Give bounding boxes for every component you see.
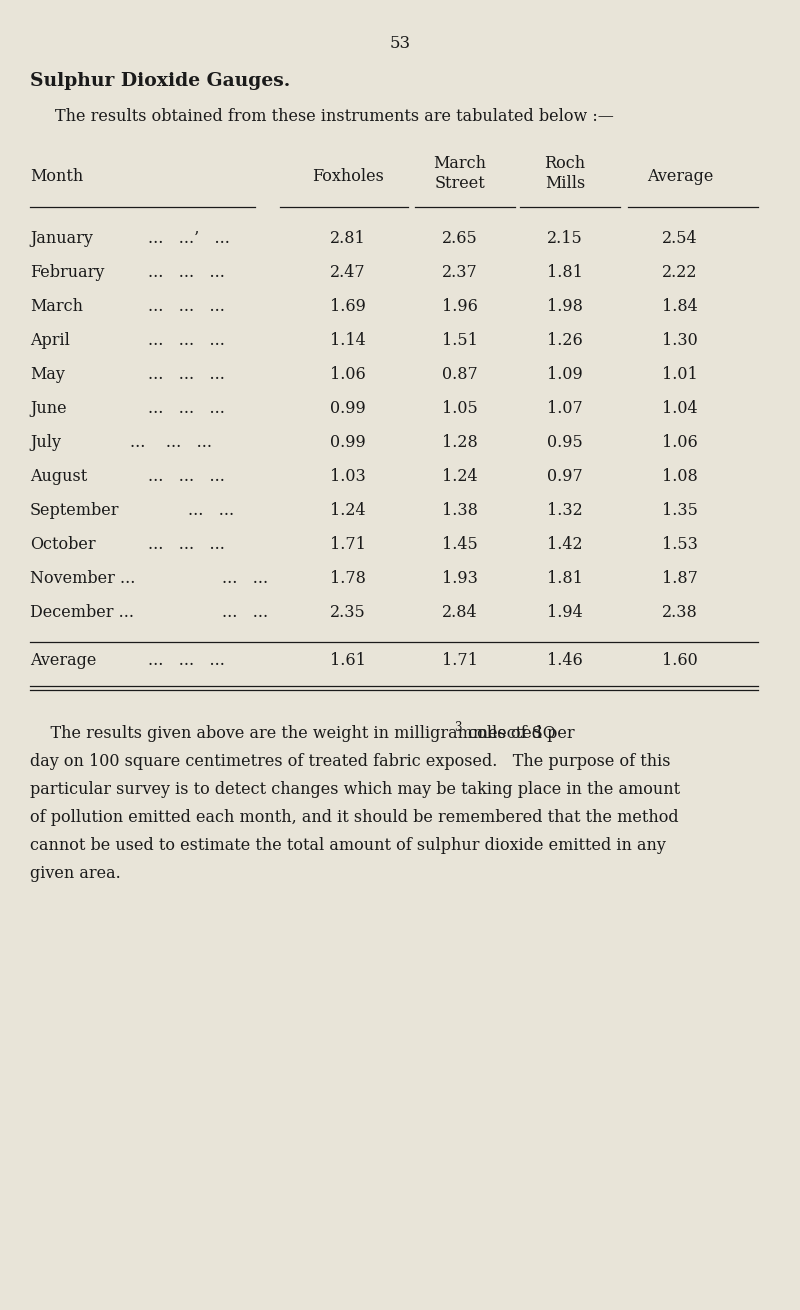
Text: day on 100 square centimetres of treated fabric exposed.   The purpose of this: day on 100 square centimetres of treated… bbox=[30, 753, 670, 770]
Text: 1.35: 1.35 bbox=[662, 502, 698, 519]
Text: ...   ...: ... ... bbox=[188, 502, 234, 519]
Text: 1.05: 1.05 bbox=[442, 400, 478, 417]
Text: 1.24: 1.24 bbox=[330, 502, 366, 519]
Text: particular survey is to detect changes which may be taking place in the amount: particular survey is to detect changes w… bbox=[30, 781, 680, 798]
Text: December ...: December ... bbox=[30, 604, 134, 621]
Text: 1.93: 1.93 bbox=[442, 570, 478, 587]
Text: ...   ...   ...: ... ... ... bbox=[148, 365, 225, 383]
Text: 1.94: 1.94 bbox=[547, 604, 583, 621]
Text: 3: 3 bbox=[454, 721, 461, 734]
Text: 1.81: 1.81 bbox=[547, 570, 583, 587]
Text: 1.01: 1.01 bbox=[662, 365, 698, 383]
Text: 2.22: 2.22 bbox=[662, 265, 698, 282]
Text: ...   ...   ...: ... ... ... bbox=[148, 297, 225, 314]
Text: 0.99: 0.99 bbox=[330, 434, 366, 451]
Text: January: January bbox=[30, 231, 93, 248]
Text: March: March bbox=[30, 297, 83, 314]
Text: 53: 53 bbox=[390, 35, 410, 52]
Text: 1.71: 1.71 bbox=[330, 536, 366, 553]
Text: 2.47: 2.47 bbox=[330, 265, 366, 282]
Text: Month: Month bbox=[30, 168, 83, 185]
Text: 1.26: 1.26 bbox=[547, 331, 583, 348]
Text: cannot be used to estimate the total amount of sulphur dioxide emitted in any: cannot be used to estimate the total amo… bbox=[30, 837, 666, 854]
Text: 1.84: 1.84 bbox=[662, 297, 698, 314]
Text: ...   ...’   ...: ... ...’ ... bbox=[148, 231, 230, 248]
Text: 0.97: 0.97 bbox=[547, 468, 583, 485]
Text: 2.35: 2.35 bbox=[330, 604, 366, 621]
Text: Sulphur Dioxide Gauges.: Sulphur Dioxide Gauges. bbox=[30, 72, 290, 90]
Text: Mills: Mills bbox=[545, 176, 585, 193]
Text: 0.87: 0.87 bbox=[442, 365, 478, 383]
Text: 1.81: 1.81 bbox=[547, 265, 583, 282]
Text: 1.24: 1.24 bbox=[442, 468, 478, 485]
Text: 1.96: 1.96 bbox=[442, 297, 478, 314]
Text: 1.71: 1.71 bbox=[442, 652, 478, 669]
Text: ...   ...: ... ... bbox=[222, 604, 268, 621]
Text: ...   ...   ...: ... ... ... bbox=[148, 400, 225, 417]
Text: ...   ...   ...: ... ... ... bbox=[148, 331, 225, 348]
Text: Street: Street bbox=[434, 176, 486, 193]
Text: 1.06: 1.06 bbox=[662, 434, 698, 451]
Text: 0.99: 0.99 bbox=[330, 400, 366, 417]
Text: 2.65: 2.65 bbox=[442, 231, 478, 248]
Text: 1.87: 1.87 bbox=[662, 570, 698, 587]
Text: The results obtained from these instruments are tabulated below :—: The results obtained from these instrume… bbox=[55, 107, 614, 124]
Text: ...    ...   ...: ... ... ... bbox=[130, 434, 212, 451]
Text: 1.09: 1.09 bbox=[547, 365, 583, 383]
Text: October: October bbox=[30, 536, 96, 553]
Text: 1.69: 1.69 bbox=[330, 297, 366, 314]
Text: collected per: collected per bbox=[462, 724, 574, 741]
Text: 1.03: 1.03 bbox=[330, 468, 366, 485]
Text: of pollution emitted each month, and it should be remembered that the method: of pollution emitted each month, and it … bbox=[30, 810, 678, 827]
Text: 1.46: 1.46 bbox=[547, 652, 583, 669]
Text: June: June bbox=[30, 400, 66, 417]
Text: September: September bbox=[30, 502, 119, 519]
Text: ...   ...   ...: ... ... ... bbox=[148, 265, 225, 282]
Text: 1.60: 1.60 bbox=[662, 652, 698, 669]
Text: April: April bbox=[30, 331, 70, 348]
Text: 1.06: 1.06 bbox=[330, 365, 366, 383]
Text: August: August bbox=[30, 468, 87, 485]
Text: May: May bbox=[30, 365, 65, 383]
Text: 1.42: 1.42 bbox=[547, 536, 583, 553]
Text: July: July bbox=[30, 434, 61, 451]
Text: 1.98: 1.98 bbox=[547, 297, 583, 314]
Text: Average: Average bbox=[30, 652, 96, 669]
Text: 1.28: 1.28 bbox=[442, 434, 478, 451]
Text: 1.30: 1.30 bbox=[662, 331, 698, 348]
Text: 1.07: 1.07 bbox=[547, 400, 583, 417]
Text: 1.38: 1.38 bbox=[442, 502, 478, 519]
Text: given area.: given area. bbox=[30, 865, 121, 882]
Text: 2.15: 2.15 bbox=[547, 231, 583, 248]
Text: 2.54: 2.54 bbox=[662, 231, 698, 248]
Text: 1.04: 1.04 bbox=[662, 400, 698, 417]
Text: 1.78: 1.78 bbox=[330, 570, 366, 587]
Text: 2.81: 2.81 bbox=[330, 231, 366, 248]
Text: 1.53: 1.53 bbox=[662, 536, 698, 553]
Text: ...   ...   ...: ... ... ... bbox=[148, 652, 225, 669]
Text: February: February bbox=[30, 265, 104, 282]
Text: Foxholes: Foxholes bbox=[312, 168, 384, 185]
Text: ...   ...   ...: ... ... ... bbox=[148, 468, 225, 485]
Text: Roch: Roch bbox=[545, 155, 586, 172]
Text: ...   ...: ... ... bbox=[222, 570, 268, 587]
Text: The results given above are the weight in milligrammes of SO: The results given above are the weight i… bbox=[30, 724, 556, 741]
Text: 1.32: 1.32 bbox=[547, 502, 583, 519]
Text: 2.38: 2.38 bbox=[662, 604, 698, 621]
Text: 1.51: 1.51 bbox=[442, 331, 478, 348]
Text: Average: Average bbox=[647, 168, 713, 185]
Text: ...   ...   ...: ... ... ... bbox=[148, 536, 225, 553]
Text: 2.84: 2.84 bbox=[442, 604, 478, 621]
Text: 0.95: 0.95 bbox=[547, 434, 583, 451]
Text: 1.45: 1.45 bbox=[442, 536, 478, 553]
Text: 2.37: 2.37 bbox=[442, 265, 478, 282]
Text: March: March bbox=[434, 155, 486, 172]
Text: November ...: November ... bbox=[30, 570, 135, 587]
Text: 1.08: 1.08 bbox=[662, 468, 698, 485]
Text: 1.14: 1.14 bbox=[330, 331, 366, 348]
Text: 1.61: 1.61 bbox=[330, 652, 366, 669]
